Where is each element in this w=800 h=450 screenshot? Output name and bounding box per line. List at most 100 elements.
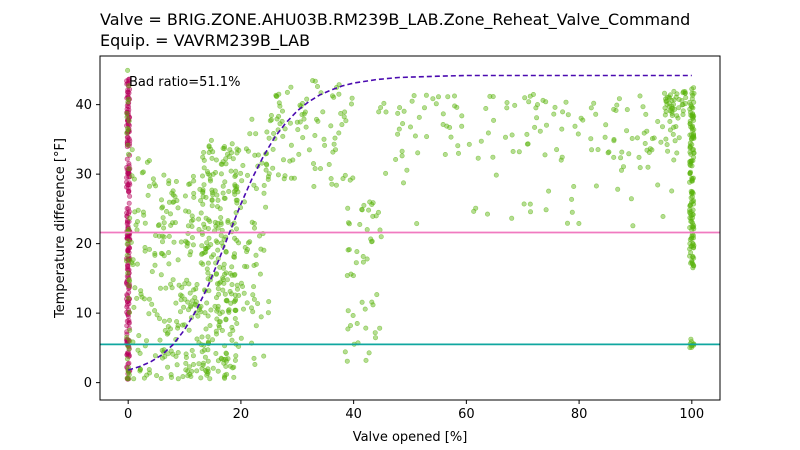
data-point bbox=[266, 135, 272, 141]
data-point bbox=[214, 308, 220, 314]
data-point bbox=[266, 171, 272, 177]
data-point bbox=[680, 112, 686, 118]
data-point bbox=[208, 307, 214, 313]
data-point bbox=[236, 292, 242, 298]
data-point bbox=[182, 296, 188, 302]
data-point bbox=[252, 152, 258, 158]
data-point bbox=[276, 100, 282, 106]
data-point bbox=[662, 112, 668, 118]
data-point bbox=[134, 295, 140, 301]
data-point bbox=[219, 309, 225, 315]
data-point bbox=[191, 178, 197, 184]
data-point bbox=[232, 183, 238, 189]
data-point bbox=[209, 155, 215, 161]
data-point bbox=[290, 157, 296, 163]
data-point bbox=[125, 182, 131, 188]
data-point bbox=[374, 292, 380, 298]
threshold-lines bbox=[100, 231, 720, 346]
data-point bbox=[165, 351, 171, 357]
data-point bbox=[690, 220, 696, 226]
data-point bbox=[628, 196, 634, 202]
data-point bbox=[160, 239, 166, 245]
data-point bbox=[261, 190, 267, 196]
data-point bbox=[565, 112, 571, 118]
data-point bbox=[643, 111, 649, 117]
data-point bbox=[312, 133, 318, 139]
data-point bbox=[485, 130, 491, 136]
data-point bbox=[202, 224, 208, 230]
data-point bbox=[661, 90, 667, 96]
data-point bbox=[466, 141, 472, 147]
data-point bbox=[127, 327, 133, 333]
data-point bbox=[205, 368, 211, 374]
data-point bbox=[660, 214, 666, 220]
data-point bbox=[490, 94, 496, 100]
data-point bbox=[483, 106, 489, 112]
data-point bbox=[376, 109, 382, 115]
data-point bbox=[170, 351, 176, 357]
data-point bbox=[276, 113, 282, 119]
data-point bbox=[236, 240, 242, 246]
data-point bbox=[667, 127, 673, 133]
data-point bbox=[233, 296, 239, 302]
data-point bbox=[215, 247, 221, 253]
data-point bbox=[188, 304, 194, 310]
data-point bbox=[263, 167, 269, 173]
data-point bbox=[131, 376, 137, 382]
data-point bbox=[203, 246, 209, 252]
data-point bbox=[190, 242, 196, 248]
data-point bbox=[162, 354, 168, 360]
data-point bbox=[230, 156, 236, 162]
data-point bbox=[364, 256, 370, 262]
data-point bbox=[125, 376, 131, 382]
data-point bbox=[125, 262, 131, 268]
data-point bbox=[421, 105, 427, 111]
data-point bbox=[168, 222, 174, 228]
data-point bbox=[127, 193, 133, 199]
data-point bbox=[200, 362, 206, 368]
data-point bbox=[124, 213, 130, 219]
data-point bbox=[225, 356, 231, 362]
data-point bbox=[191, 194, 197, 200]
data-point bbox=[509, 215, 515, 221]
data-point bbox=[344, 273, 350, 279]
data-point bbox=[442, 152, 448, 158]
data-point bbox=[168, 326, 174, 332]
data-point bbox=[161, 318, 167, 324]
data-point bbox=[569, 196, 575, 202]
data-point bbox=[687, 121, 693, 127]
data-point bbox=[178, 309, 184, 315]
data-point bbox=[445, 94, 451, 100]
data-point bbox=[690, 235, 696, 241]
data-point bbox=[395, 131, 401, 137]
data-point bbox=[340, 176, 346, 182]
data-point bbox=[537, 128, 543, 134]
data-point bbox=[215, 197, 221, 203]
data-point bbox=[218, 215, 224, 221]
data-point bbox=[363, 325, 369, 331]
data-point bbox=[223, 249, 229, 255]
data-point bbox=[516, 149, 522, 155]
data-point bbox=[175, 205, 181, 211]
data-point bbox=[124, 356, 130, 362]
data-point bbox=[333, 182, 339, 188]
data-point bbox=[509, 132, 515, 138]
data-point bbox=[204, 169, 210, 175]
data-point bbox=[204, 240, 210, 246]
data-point bbox=[207, 376, 213, 382]
data-point bbox=[655, 182, 661, 188]
data-point bbox=[605, 150, 611, 156]
data-point bbox=[626, 151, 632, 157]
data-point bbox=[200, 194, 206, 200]
data-point bbox=[372, 330, 378, 336]
data-point bbox=[350, 273, 356, 279]
data-point bbox=[152, 251, 158, 257]
data-point bbox=[226, 307, 232, 313]
x-axis-label: Valve opened [%] bbox=[353, 430, 468, 445]
data-point bbox=[559, 126, 565, 132]
y-axis-ticks: 0 10 20 30 40 bbox=[75, 98, 100, 391]
data-point bbox=[126, 200, 132, 206]
data-point bbox=[687, 159, 693, 165]
data-point bbox=[249, 305, 255, 311]
y-tick-label: 40 bbox=[75, 98, 92, 113]
